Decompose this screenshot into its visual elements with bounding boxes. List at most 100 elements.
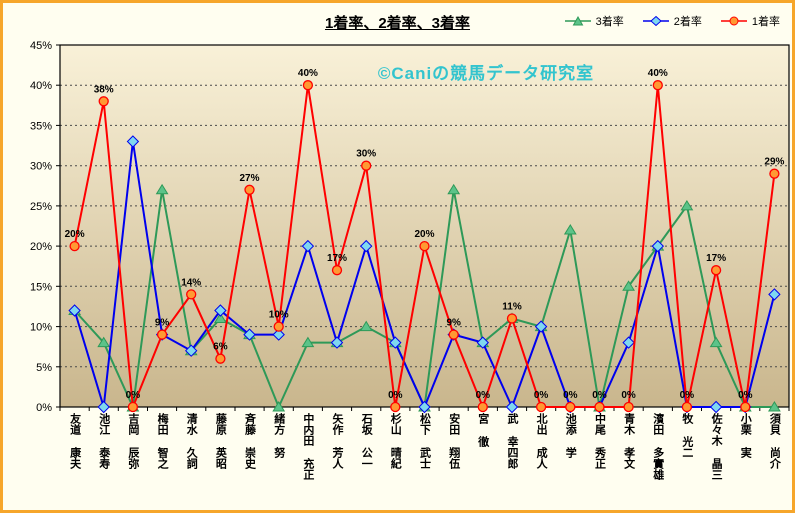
data-point <box>69 240 80 252</box>
data-label: 17% <box>327 253 347 264</box>
data-point <box>419 240 430 252</box>
legend-item-third-place-rate: 3着率 <box>564 13 624 29</box>
data-point <box>97 336 111 348</box>
series-first-place-rate: 20% 38% 0% 9% 14% 6% 27% 10% 40% 17% 30% 0% 20% 9% 0% 1… <box>65 68 785 413</box>
legend-label: 2着率 <box>673 16 702 28</box>
data-point <box>359 239 373 253</box>
data-point <box>594 401 605 413</box>
data-point <box>244 184 255 195</box>
y-tick-label: 45% <box>30 40 52 52</box>
plot-area: 0% 5% 10% 15% 20% 25% 30% 35% 40% 45% 20% 38% 0% 9% 14… <box>30 40 790 414</box>
data-label: 27% <box>239 173 259 184</box>
data-point <box>301 336 315 348</box>
data-point <box>127 401 139 413</box>
x-axis-label: 池添 学 <box>564 413 577 458</box>
legend-label: 3着率 <box>595 16 624 28</box>
data-point <box>214 312 227 323</box>
data-label: 29% <box>764 157 784 168</box>
data-point <box>418 400 431 414</box>
legend: 3着率 2着率 1着率 <box>564 13 780 29</box>
data-point <box>272 328 285 341</box>
data-point <box>98 96 109 107</box>
y-tick-label: 5% <box>36 362 52 374</box>
x-axis-label: 牧 光二 <box>680 413 693 458</box>
data-point <box>156 329 168 340</box>
data-label: 0% <box>126 390 141 401</box>
x-axis-label: 宮 徹 <box>476 413 489 447</box>
data-point <box>768 401 781 412</box>
x-axis-label: 松下 武士 <box>418 413 431 469</box>
data-point <box>534 320 548 333</box>
data-point <box>330 336 344 349</box>
data-label: 40% <box>298 68 318 79</box>
x-axis-label: 清水 久詞 <box>185 413 198 469</box>
watermark: ©Caniの競馬データ研究室 <box>377 64 595 83</box>
data-point <box>361 160 372 171</box>
data-point <box>126 135 140 148</box>
legend-triangle-icon <box>564 15 591 26</box>
data-point <box>535 401 547 413</box>
data-point <box>709 400 723 414</box>
y-tick-label: 35% <box>30 120 52 132</box>
data-label: 9% <box>446 318 461 329</box>
data-label: 20% <box>65 229 85 240</box>
x-axis-label: 友道 康夫 <box>68 413 81 469</box>
legend-circle-icon <box>720 16 747 26</box>
x-axis-label: 中内田 充正 <box>301 413 314 480</box>
x-axis-label: 濱田 多實雄 <box>651 413 664 480</box>
data-label: 20% <box>414 229 434 240</box>
x-axis-label: 石坂 公一 <box>360 413 373 469</box>
x-axis-label: 杉山 晴紀 <box>389 413 402 469</box>
data-point <box>389 336 402 349</box>
x-axis-label: 安田 翔伍 <box>447 413 460 469</box>
data-point <box>214 304 227 317</box>
data-label: 6% <box>213 342 228 353</box>
data-label: 0% <box>738 390 753 401</box>
data-point <box>390 401 401 413</box>
x-axis-label: 佐々木 晶三 <box>710 413 723 480</box>
data-point <box>302 80 314 91</box>
legend-item-second-place-rate: 2着率 <box>642 13 702 29</box>
x-axis-label: 梅田 智之 <box>156 413 169 469</box>
y-tick-label: 25% <box>30 201 52 213</box>
legend-label: 1着率 <box>751 16 780 28</box>
data-label: 11% <box>502 302 522 313</box>
data-label: 38% <box>94 84 114 95</box>
data-point <box>565 401 576 413</box>
data-label: 30% <box>356 149 376 160</box>
data-point <box>769 168 780 179</box>
data-point <box>563 224 577 235</box>
data-point <box>243 328 256 341</box>
data-point <box>680 199 694 211</box>
data-point <box>272 401 286 412</box>
data-point <box>622 336 635 349</box>
data-label: 0% <box>563 390 578 401</box>
data-point <box>155 183 169 195</box>
x-axis-label: 中尾 秀正 <box>593 413 606 469</box>
data-point <box>651 239 665 253</box>
data-point <box>710 265 722 276</box>
x-axis-label: 須貝 尚介 <box>768 413 781 469</box>
data-point <box>506 313 518 324</box>
data-label: 14% <box>181 277 201 288</box>
y-tick-label: 30% <box>30 161 52 173</box>
data-label: 0% <box>476 390 491 401</box>
x-axis-label: 武 幸四郎 <box>506 413 518 469</box>
data-point <box>447 183 461 195</box>
data-point <box>68 304 81 317</box>
data-label: 10% <box>269 310 289 321</box>
x-axis-label: 斉藤 崇史 <box>243 413 256 469</box>
x-axis-label: 小栗 実 <box>739 413 752 458</box>
chart-title: 1着率、2着率、3着率 <box>324 15 471 32</box>
data-point <box>622 280 635 291</box>
data-point <box>97 400 110 414</box>
y-tick-label: 0% <box>36 402 52 414</box>
data-point <box>301 239 315 253</box>
data-point <box>448 329 459 340</box>
x-axis-label: 藤原 英昭 <box>214 413 227 469</box>
legend-item-first-place-rate: 1着率 <box>720 13 780 29</box>
y-tick-label: 20% <box>30 241 52 253</box>
data-point <box>359 320 373 332</box>
data-point <box>768 288 781 301</box>
